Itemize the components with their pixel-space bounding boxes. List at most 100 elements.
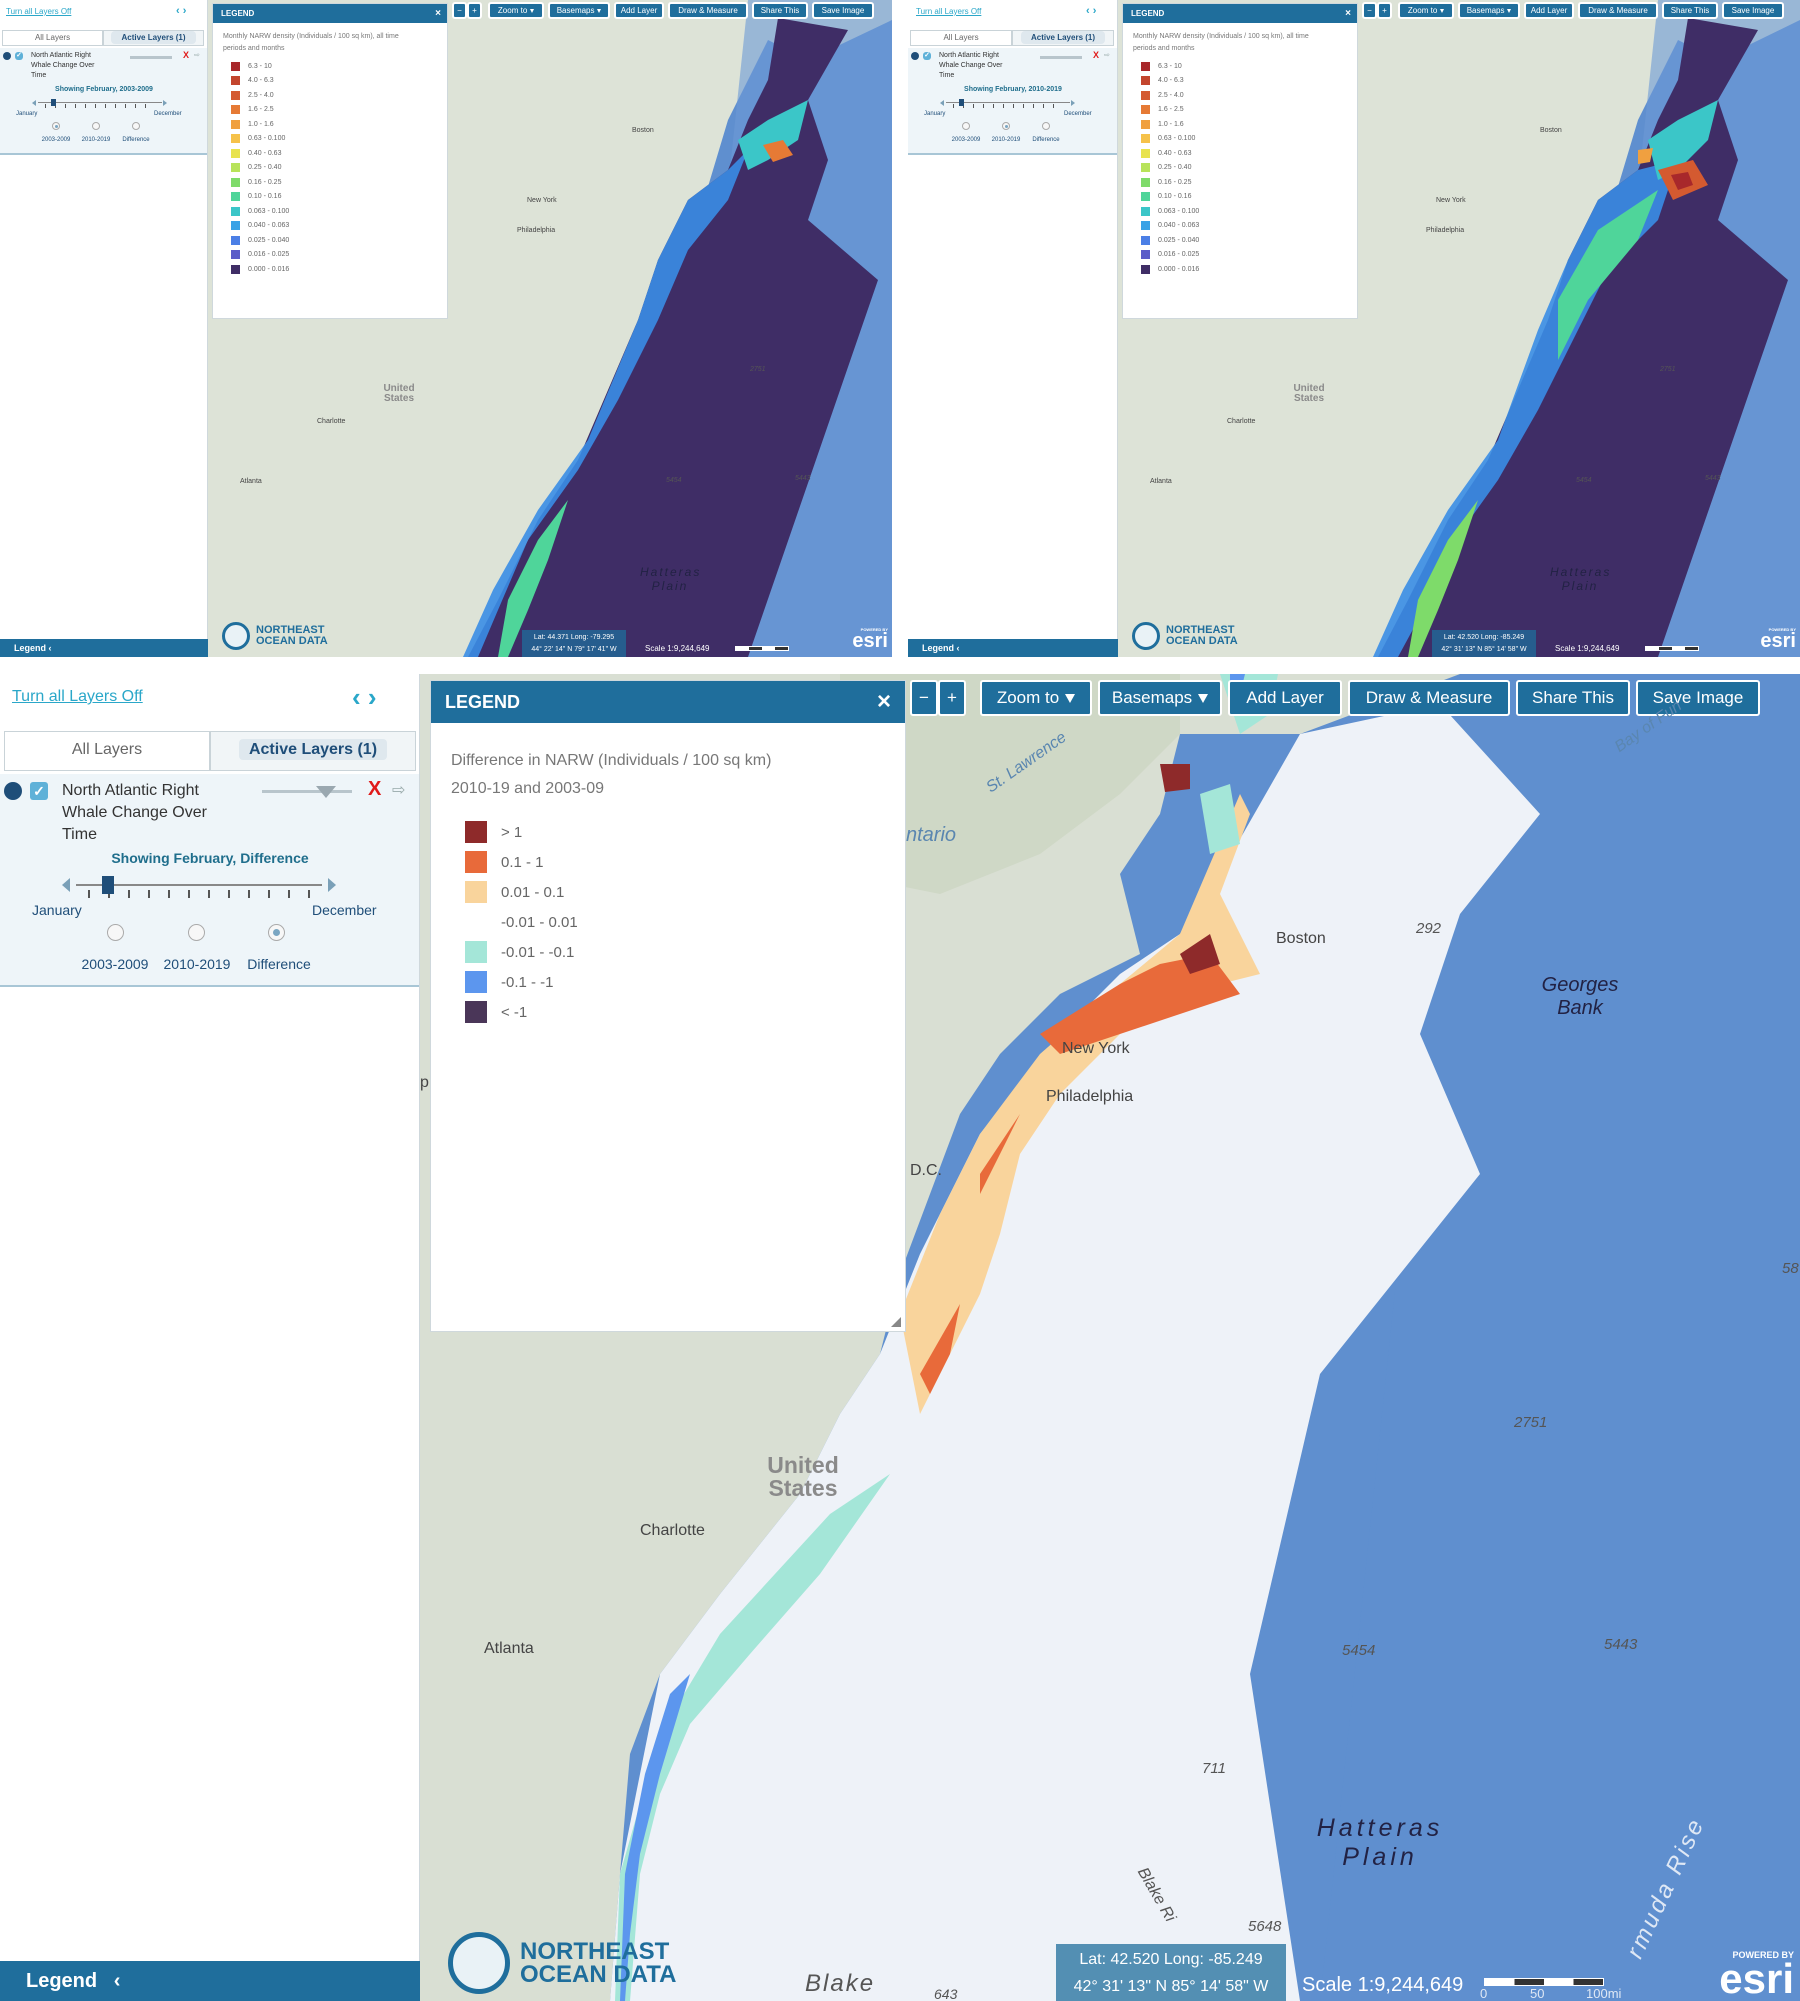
legend-item: 0.01 - 0.1	[465, 877, 905, 907]
diff-increase-streak-1	[980, 1114, 1020, 1194]
month-prev-icon[interactable]	[940, 100, 944, 106]
export-icon[interactable]: ⇨	[194, 52, 200, 59]
active-layer-card: ✓ North Atlantic Right Whale Change Over…	[908, 48, 1117, 155]
scale-bar	[1645, 646, 1699, 651]
sidebar-nav-arrows[interactable]: ‹ ›	[1086, 5, 1097, 17]
scale-label: Scale 1:9,244,649	[645, 644, 710, 653]
resize-handle-icon[interactable]	[891, 1317, 901, 1327]
radio-2010-2019[interactable]	[1002, 122, 1010, 130]
tab-all-layers[interactable]: All Layers	[2, 30, 103, 46]
layer-visibility-checkbox[interactable]: ✓	[30, 782, 48, 800]
opacity-slider[interactable]	[130, 56, 172, 59]
legend-item: < -1	[465, 997, 905, 1027]
clock-icon[interactable]	[3, 52, 11, 60]
clock-icon[interactable]	[911, 52, 919, 60]
diff-neutral-zone	[610, 704, 1540, 2001]
sidebar-nav-arrows[interactable]: ‹ ›	[176, 5, 187, 17]
share-this-button[interactable]: Share This	[1516, 680, 1630, 716]
share-this-button[interactable]: Share This	[752, 2, 808, 19]
month-next-icon[interactable]	[1071, 100, 1075, 106]
draw-measure-button[interactable]: Draw & Measure	[1348, 680, 1510, 716]
draw-measure-button[interactable]: Draw & Measure	[1578, 2, 1658, 19]
map-label-hatteras-plain: Hatteras Plain	[640, 565, 702, 593]
legend-toggle-bar[interactable]: Legend ‹	[908, 639, 1118, 657]
share-this-button[interactable]: Share This	[1662, 2, 1718, 19]
zoom-out-button[interactable]: −	[1362, 2, 1377, 19]
close-icon[interactable]: ×	[435, 8, 441, 19]
close-icon[interactable]: ×	[1345, 8, 1351, 19]
tab-all-layers[interactable]: All Layers	[910, 30, 1012, 46]
sidebar-nav-arrows[interactable]: ‹ ›	[352, 682, 377, 712]
save-image-button[interactable]: Save Image	[1722, 2, 1784, 19]
remove-layer-button[interactable]: X	[1093, 50, 1100, 60]
radio-2003-2009[interactable]	[52, 122, 60, 130]
save-image-button[interactable]: Save Image	[812, 2, 874, 19]
add-layer-button[interactable]: Add Layer	[1524, 2, 1574, 19]
zoom-to-button[interactable]: Zoom to	[980, 680, 1092, 716]
month-prev-icon[interactable]	[62, 878, 70, 892]
radio-2003-2009[interactable]	[962, 122, 970, 130]
radio-2003-2009[interactable]	[107, 924, 124, 941]
legend-toggle-bar[interactable]: Legend ‹	[0, 1961, 420, 2001]
legend-item: -0.1 - -1	[465, 967, 905, 997]
month-slider[interactable]	[76, 884, 322, 886]
export-icon[interactable]: ⇨	[392, 782, 406, 799]
radio-difference[interactable]	[132, 122, 140, 130]
month-slider-thumb[interactable]	[51, 99, 56, 106]
add-layer-button[interactable]: Add Layer	[614, 2, 664, 19]
zoom-in-button[interactable]: +	[467, 2, 482, 19]
basemaps-button[interactable]: Basemaps	[1098, 680, 1222, 716]
month-slider[interactable]	[946, 102, 1070, 103]
legend-label: 4.0 - 6.3	[1158, 77, 1184, 85]
month-next-icon[interactable]	[328, 878, 336, 892]
remove-layer-button[interactable]: X	[183, 50, 190, 60]
panel-2010-2019: Turn all Layers Off ‹ › All Layers Activ…	[908, 0, 1800, 657]
month-slider[interactable]	[38, 102, 162, 103]
end-month-label: December	[1064, 111, 1092, 117]
zoom-to-button[interactable]: Zoom to	[1398, 2, 1454, 19]
zoom-out-button[interactable]: −	[452, 2, 467, 19]
opacity-slider[interactable]	[262, 790, 352, 793]
legend-swatch	[465, 911, 487, 933]
save-image-button[interactable]: Save Image	[1636, 680, 1760, 716]
radio-2010-2019[interactable]	[92, 122, 100, 130]
zoom-in-button[interactable]: +	[1377, 2, 1392, 19]
opacity-slider-thumb[interactable]	[316, 786, 336, 798]
radio-difference[interactable]	[268, 924, 285, 941]
add-layer-button[interactable]: Add Layer	[1228, 680, 1342, 716]
month-next-icon[interactable]	[163, 100, 167, 106]
legend-label: 0.63 - 0.100	[1158, 135, 1196, 143]
month-slider-thumb[interactable]	[102, 876, 114, 894]
opacity-slider[interactable]	[1040, 56, 1082, 59]
layers-sidebar: Turn all Layers Off ‹ › All Layers Activ…	[0, 0, 208, 657]
legend-toggle-bar[interactable]: Legend ‹	[0, 639, 208, 657]
tab-active-layers[interactable]: Active Layers (1)	[103, 30, 204, 46]
turn-all-layers-off-link[interactable]: Turn all Layers Off	[916, 7, 982, 16]
zoom-out-button[interactable]: −	[910, 680, 938, 716]
legend-label: 0.01 - 0.1	[501, 883, 565, 901]
layer-visibility-checkbox[interactable]: ✓	[923, 52, 931, 60]
tab-active-layers[interactable]: Active Layers (1)	[210, 731, 416, 771]
tab-active-layers[interactable]: Active Layers (1)	[1012, 30, 1114, 46]
turn-all-layers-off-link[interactable]: Turn all Layers Off	[12, 688, 143, 705]
tab-all-layers[interactable]: All Layers	[4, 731, 210, 771]
radio-2010-2019[interactable]	[188, 924, 205, 941]
legend-label: 0.000 - 0.016	[248, 265, 290, 273]
logo-icon	[1132, 622, 1160, 650]
zoom-in-button[interactable]: +	[938, 680, 966, 716]
close-icon[interactable]: ×	[876, 688, 891, 715]
legend-subtitle: Monthly NARW density (Individuals / 100 …	[223, 33, 399, 52]
month-prev-icon[interactable]	[32, 100, 36, 106]
month-slider-thumb[interactable]	[959, 99, 964, 106]
turn-all-layers-off-link[interactable]: Turn all Layers Off	[6, 7, 72, 16]
basemaps-button[interactable]: Basemaps	[548, 2, 610, 19]
basemaps-button[interactable]: Basemaps	[1458, 2, 1520, 19]
zoom-to-button[interactable]: Zoom to	[488, 2, 544, 19]
radio-difference[interactable]	[1042, 122, 1050, 130]
legend-panel: LEGEND × Monthly NARW density (Individua…	[212, 3, 448, 319]
layer-visibility-checkbox[interactable]: ✓	[15, 52, 23, 60]
export-icon[interactable]: ⇨	[1104, 52, 1110, 59]
draw-measure-button[interactable]: Draw & Measure	[668, 2, 748, 19]
remove-layer-button[interactable]: X	[368, 778, 382, 800]
clock-icon[interactable]	[4, 782, 22, 800]
